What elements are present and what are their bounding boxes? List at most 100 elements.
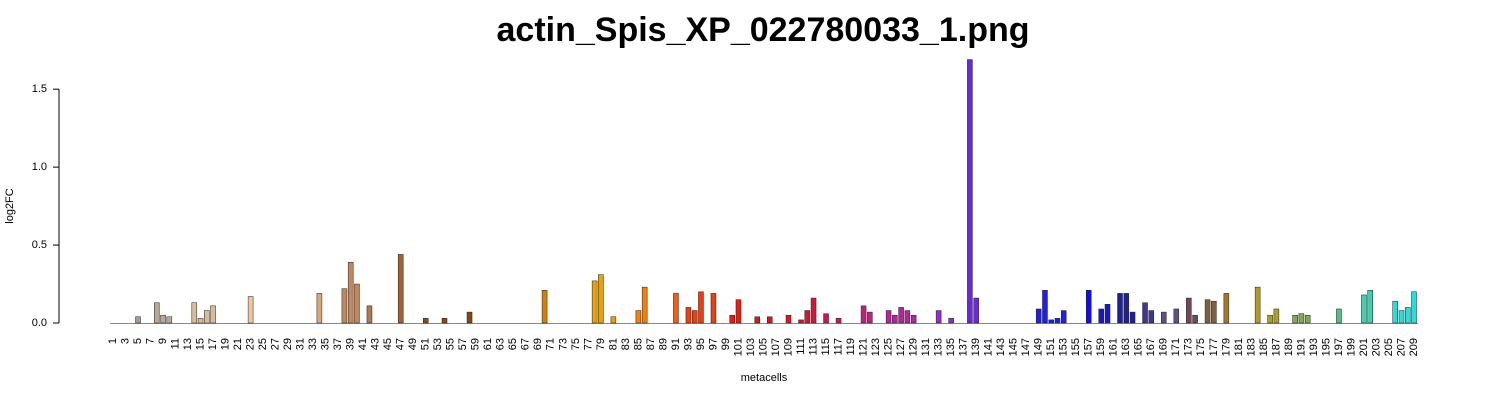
x-tick-label: 133 — [933, 338, 945, 356]
x-tick-label: 121 — [857, 338, 869, 356]
bar — [1211, 300, 1217, 324]
bar — [341, 288, 348, 324]
x-tick-label: 125 — [883, 338, 895, 356]
x-tick-label: 115 — [820, 338, 832, 356]
x-tick-label: 5 — [132, 338, 144, 344]
x-tick-label: 147 — [1020, 338, 1032, 356]
x-tick-label: 31 — [295, 338, 307, 350]
x-tick-label: 181 — [1233, 338, 1245, 356]
bar — [948, 318, 954, 324]
x-tick-label: 89 — [657, 338, 669, 350]
bar — [698, 291, 704, 324]
bar — [210, 305, 216, 324]
x-tick-label: 161 — [1108, 338, 1120, 356]
x-tick-label: 117 — [832, 338, 844, 356]
x-tick-label: 93 — [682, 338, 694, 350]
x-tick-label: 29 — [282, 338, 294, 350]
x-tick-label: 87 — [645, 338, 657, 350]
bar — [610, 316, 617, 324]
x-tick-label: 35 — [320, 338, 332, 350]
x-tick-label: 131 — [920, 338, 932, 356]
x-tick-label: 85 — [632, 338, 644, 350]
bar — [422, 318, 429, 324]
bar — [1398, 310, 1405, 324]
bar — [635, 310, 642, 324]
bar — [197, 318, 204, 324]
x-tick-label: 107 — [770, 338, 782, 356]
x-tick-label: 47 — [395, 338, 407, 350]
bar — [204, 310, 210, 324]
x-tick-label: 53 — [432, 338, 444, 350]
bar — [591, 280, 598, 324]
bar — [441, 318, 448, 324]
bar — [967, 59, 973, 324]
x-tick-label: 193 — [1308, 338, 1320, 356]
x-tick-label: 63 — [495, 338, 507, 350]
x-tick-label: 153 — [1058, 338, 1070, 356]
x-tick-label: 167 — [1145, 338, 1157, 356]
x-tick-label: 189 — [1283, 338, 1295, 356]
x-tick-label: 199 — [1345, 338, 1357, 356]
x-tick-label: 163 — [1120, 338, 1132, 356]
bar — [810, 297, 817, 324]
bar — [1117, 293, 1123, 324]
bar — [1298, 313, 1305, 324]
bar — [154, 302, 160, 324]
bar — [835, 318, 842, 324]
bar — [316, 293, 323, 324]
bar — [1192, 314, 1198, 324]
bar — [673, 293, 679, 324]
x-tick-label: 73 — [557, 338, 569, 350]
x-tick-label: 27 — [270, 338, 282, 350]
bar — [973, 297, 979, 324]
x-tick-label: 141 — [983, 338, 995, 356]
x-tick-label: 103 — [745, 338, 757, 356]
bar — [892, 314, 898, 324]
x-tick-label: 197 — [1333, 338, 1345, 356]
bar — [754, 316, 760, 324]
bar — [1223, 293, 1230, 324]
bar — [1273, 308, 1280, 324]
bar — [798, 319, 804, 324]
bar — [354, 283, 360, 324]
bar — [1204, 299, 1211, 324]
x-tick-label: 201 — [1358, 338, 1370, 356]
bar — [1367, 290, 1373, 324]
x-tick-label: 39 — [345, 338, 357, 350]
x-tick-label: 113 — [807, 338, 819, 356]
bar — [767, 316, 773, 324]
bar — [1173, 308, 1180, 324]
x-tick-label: 23 — [245, 338, 257, 350]
bar — [347, 261, 354, 324]
x-tick-label: 109 — [782, 338, 794, 356]
x-tick-label: 75 — [570, 338, 582, 350]
x-tick-label: 9 — [157, 338, 169, 344]
x-tick-label: 143 — [995, 338, 1007, 356]
y-tick-label: 0.5 — [32, 239, 47, 251]
bar — [1104, 304, 1111, 324]
x-tick-label: 155 — [1070, 338, 1082, 356]
x-tick-label: 95 — [695, 338, 707, 350]
x-tick-label: 81 — [607, 338, 619, 350]
x-tick-label: 91 — [670, 338, 682, 350]
bar — [1085, 290, 1092, 324]
bar — [1254, 286, 1261, 324]
bar — [1148, 310, 1155, 324]
bar — [1060, 310, 1067, 324]
bar — [166, 316, 173, 324]
x-tick-label: 149 — [1033, 338, 1045, 356]
x-tick-label: 119 — [845, 338, 857, 356]
y-tick-label: 0.0 — [32, 317, 47, 329]
x-tick-label: 45 — [382, 338, 394, 350]
x-tick-label: 59 — [470, 338, 482, 350]
bar — [1123, 293, 1130, 324]
x-tick-label: 165 — [1133, 338, 1145, 356]
bar — [729, 314, 735, 324]
x-tick-label: 129 — [908, 338, 920, 356]
bar — [541, 290, 548, 324]
x-tick-label: 145 — [1008, 338, 1020, 356]
x-tick-label: 17 — [207, 338, 219, 350]
y-tick-label: 1.5 — [32, 83, 47, 95]
x-tick-label: 77 — [582, 338, 594, 350]
bar — [1404, 307, 1411, 324]
